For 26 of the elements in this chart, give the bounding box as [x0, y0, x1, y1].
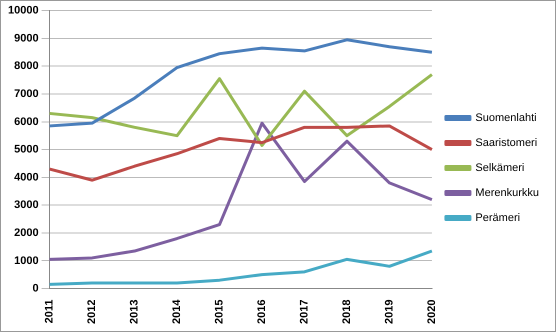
x-tick-label: 2020	[426, 300, 438, 324]
x-tick-label: 2012	[86, 300, 98, 324]
x-tick-label: 2019	[383, 300, 396, 324]
legend-label: Perämeri	[475, 212, 520, 224]
y-tick-label: 9000	[14, 32, 39, 44]
x-tick-label: 2013	[128, 300, 141, 324]
y-tick-label: 6000	[14, 116, 39, 128]
y-tick-label: 0	[32, 282, 39, 295]
legend-label: Selkämeri	[475, 162, 524, 174]
x-tick-label: 2014	[171, 298, 184, 324]
y-tick-label: 5000	[14, 144, 39, 156]
y-tick-label: 4000	[14, 171, 39, 184]
legend-label: Saaristomeri	[475, 137, 538, 150]
y-tick-label: 7000	[14, 88, 39, 100]
y-tick-label: 8000	[14, 60, 39, 72]
y-tick-label: 3000	[14, 199, 39, 212]
legend-label: Merenkurkku	[475, 187, 539, 200]
x-tick-label: 2015	[214, 300, 226, 324]
x-tick-label: 2016	[256, 300, 268, 324]
legend-label: Suomenlahti	[475, 112, 537, 124]
y-tick-label: 10000	[8, 4, 39, 17]
x-tick-label: 2017	[298, 300, 311, 324]
x-tick-label: 2011	[44, 300, 56, 324]
x-tick-label: 2018	[340, 300, 353, 324]
y-tick-label: 1000	[14, 254, 39, 267]
y-tick-label: 2000	[14, 226, 39, 239]
